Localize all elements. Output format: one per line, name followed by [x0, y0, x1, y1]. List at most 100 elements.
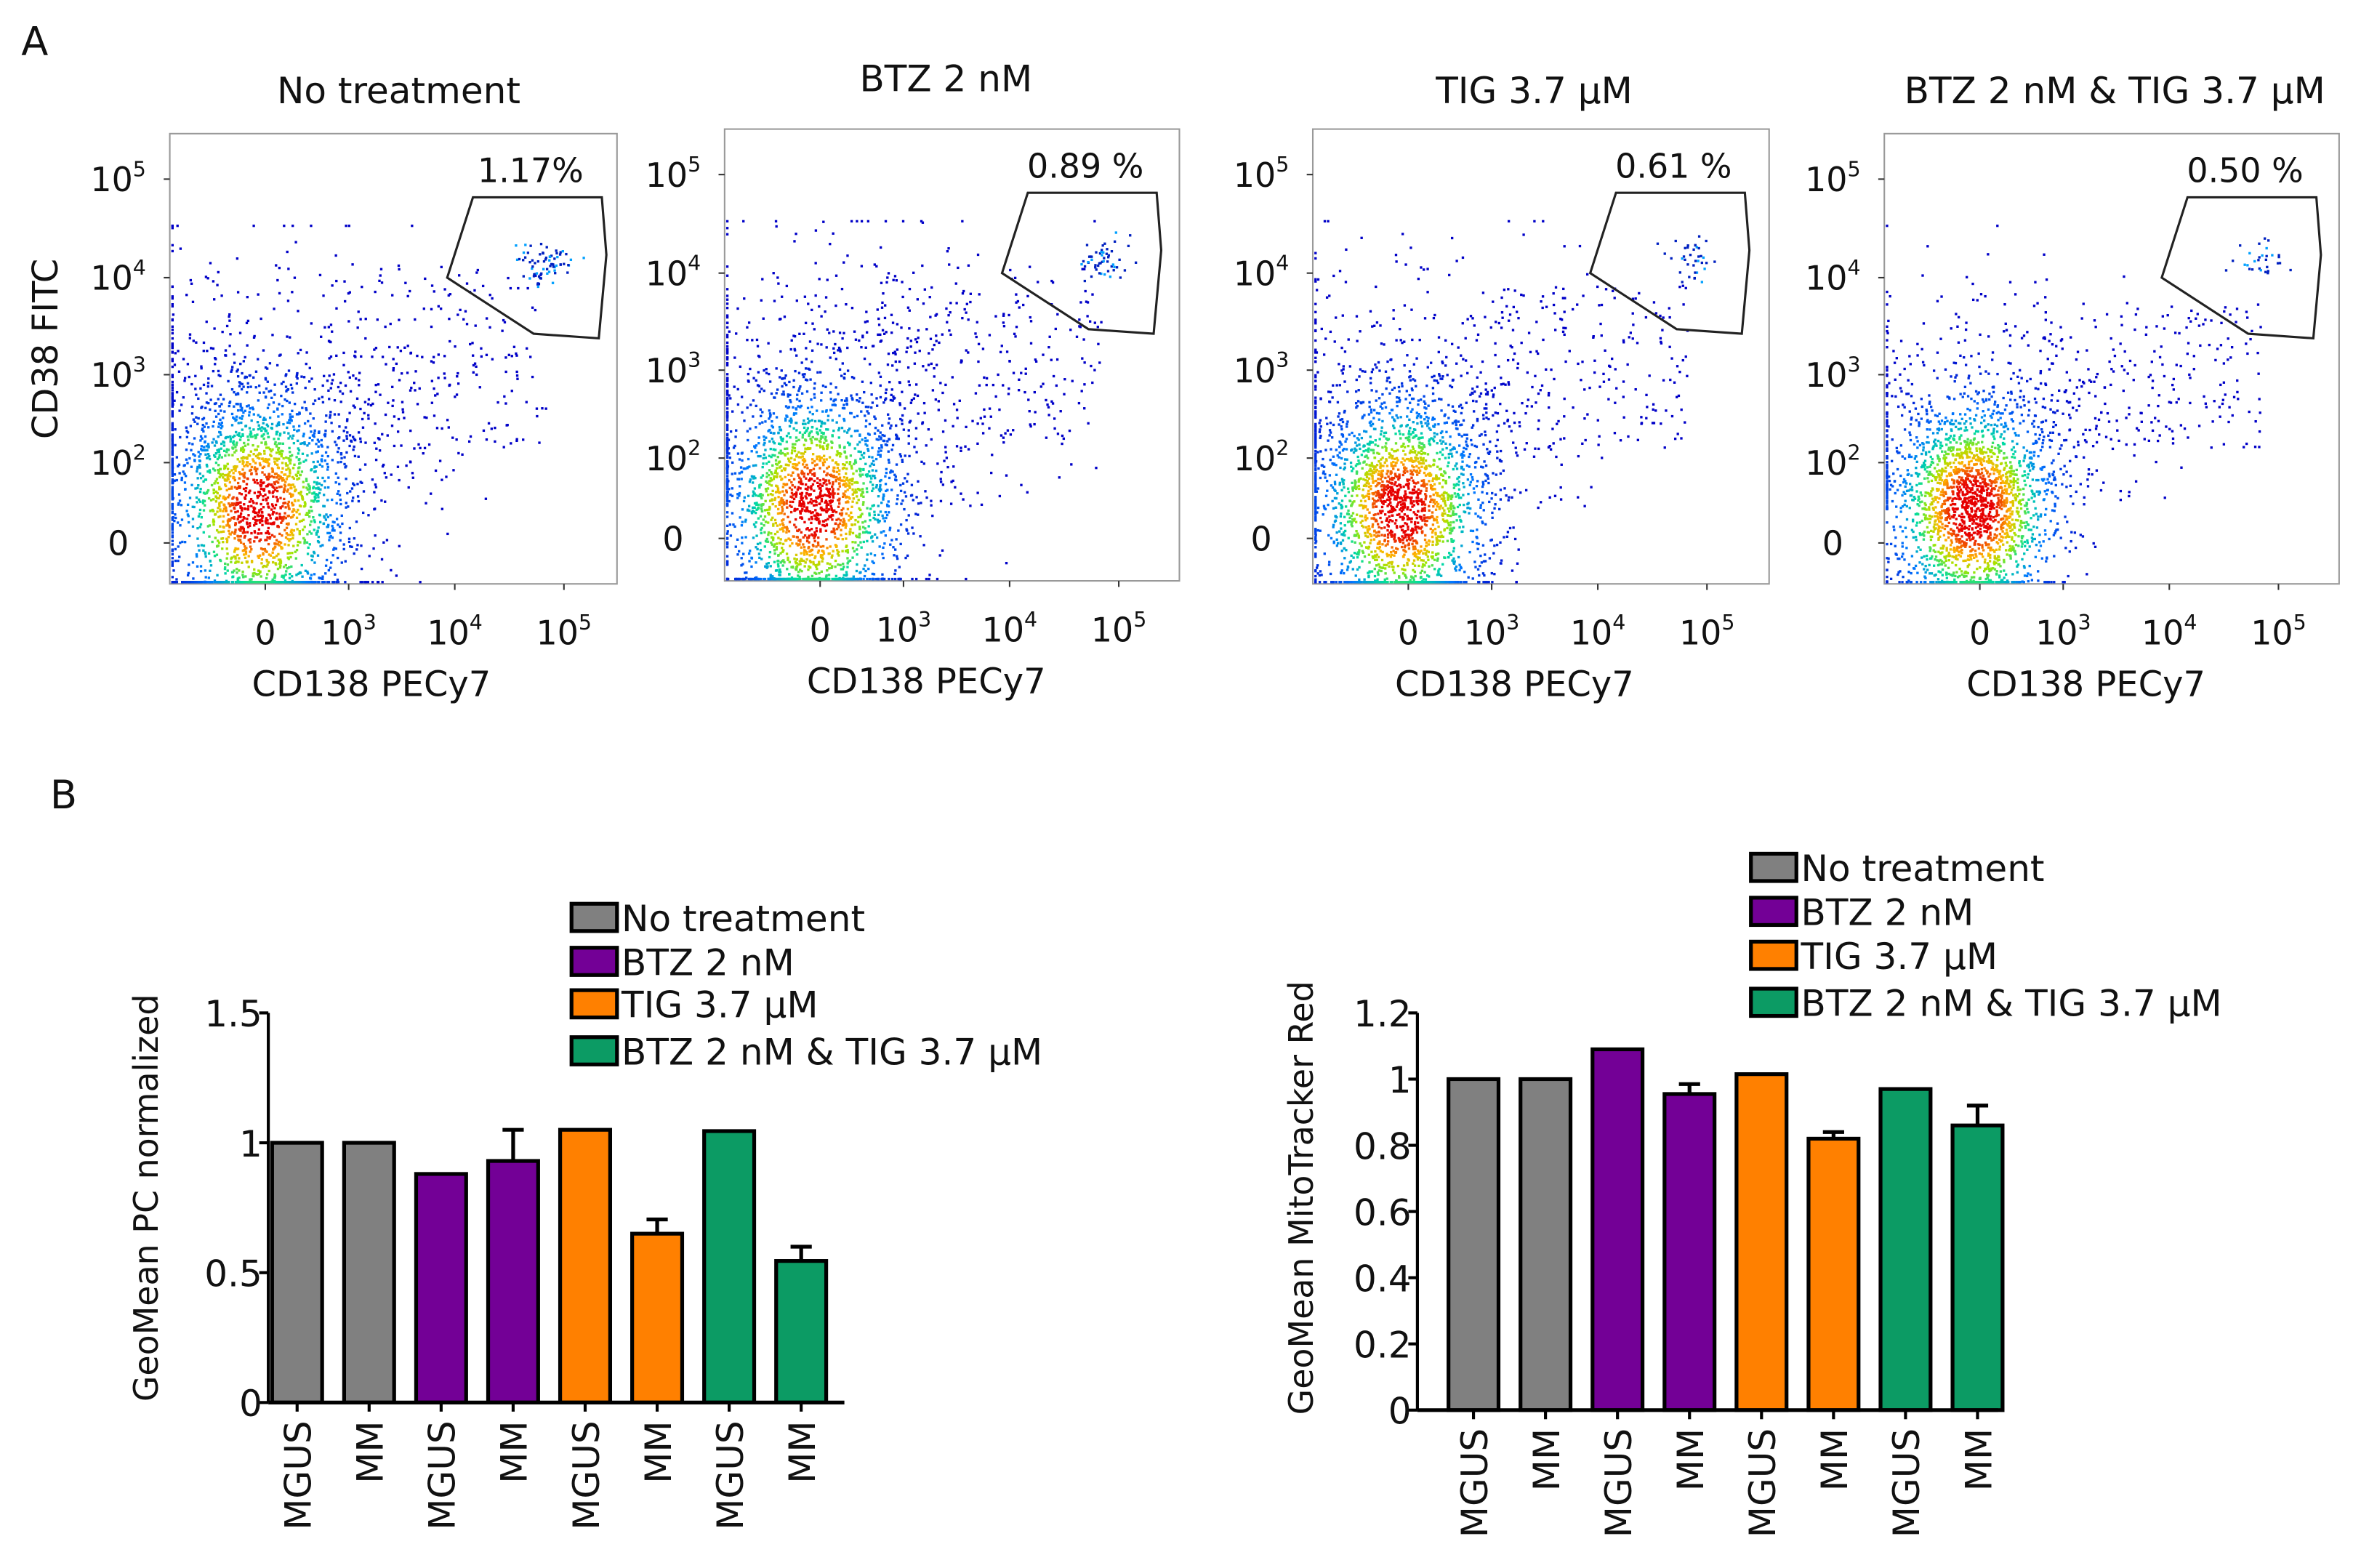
scatter-point — [922, 302, 925, 305]
scatter-point — [954, 486, 957, 489]
scatter-point — [755, 464, 757, 467]
scatter-point — [222, 495, 225, 498]
scatter-point — [306, 513, 309, 516]
scatter-point — [201, 475, 205, 478]
scatter-point — [261, 548, 265, 551]
scatter-point — [258, 391, 261, 394]
scatter-point — [245, 321, 249, 324]
scatter-point — [235, 403, 238, 406]
scatter-point — [310, 574, 313, 576]
scatter-point — [241, 433, 244, 436]
scatter-point — [171, 346, 174, 350]
scatter-point — [205, 449, 208, 451]
scatter-point — [430, 360, 433, 363]
scatter-point — [849, 411, 852, 415]
scatter-point — [221, 581, 225, 584]
scatter-point — [813, 539, 816, 543]
scatter-point — [764, 457, 768, 459]
scatter-point — [757, 494, 760, 497]
scatter-point — [188, 534, 191, 537]
scatter-point — [864, 414, 866, 417]
scatter-point — [898, 403, 902, 406]
scatter-point — [864, 527, 866, 530]
scatter-point — [845, 302, 848, 306]
scatter-point — [310, 499, 313, 502]
scatter-point — [209, 499, 213, 502]
scatter-point — [727, 438, 731, 441]
scatter-point — [289, 483, 293, 487]
scatter-point — [214, 536, 217, 539]
scatter-point — [171, 433, 174, 436]
scatter-point — [229, 475, 232, 478]
scatter-point — [348, 291, 351, 294]
scatter-point — [782, 503, 786, 506]
scatter-point — [962, 498, 965, 501]
scatter-point — [752, 510, 756, 513]
scatter-point — [297, 352, 299, 355]
scatter-point — [235, 443, 238, 446]
scatter-point — [171, 506, 174, 509]
scatter-point — [876, 308, 879, 311]
scatter-point — [214, 358, 217, 361]
scatter-point — [801, 507, 804, 511]
scatter-point — [874, 457, 878, 461]
scatter-point — [204, 478, 208, 481]
scatter-point — [317, 496, 320, 499]
scatter-point — [260, 479, 262, 482]
scatter-point — [249, 578, 252, 582]
scatter-point — [782, 501, 786, 504]
scatter-point — [795, 429, 798, 432]
scatter-point — [249, 433, 252, 436]
scatter-point — [202, 480, 205, 483]
scatter-point — [878, 520, 881, 523]
scatter-point — [302, 518, 305, 521]
scatter-point — [866, 507, 869, 510]
scatter-point — [906, 337, 909, 340]
scatter-point — [752, 490, 755, 493]
scatter-point — [843, 430, 846, 433]
scatter-point — [199, 439, 202, 442]
scatter-point — [384, 413, 387, 417]
scatter-point — [826, 419, 829, 422]
scatter-point — [406, 371, 409, 374]
scatter-point — [779, 561, 782, 564]
scatter-point — [515, 352, 518, 355]
scatter-point — [731, 473, 733, 475]
scatter-point — [264, 366, 268, 369]
scatter-point — [1027, 398, 1030, 401]
scatter-point — [343, 462, 346, 466]
scatter-point — [764, 488, 768, 491]
scatter-point — [315, 465, 318, 468]
scatter-point — [266, 406, 270, 409]
scatter-point — [738, 491, 741, 495]
scatter-point — [803, 443, 806, 446]
scatter-point — [217, 369, 220, 373]
scatter-point — [396, 346, 399, 349]
scatter-point — [239, 405, 242, 408]
scatter-point — [264, 520, 268, 523]
scatter-point — [291, 536, 294, 540]
scatter-point — [502, 446, 505, 449]
scatter-point — [195, 553, 198, 556]
scatter-point — [246, 508, 250, 511]
scatter-point — [804, 367, 808, 370]
scatter-point — [775, 546, 779, 549]
scatter-point — [297, 572, 299, 576]
scatter-point — [447, 426, 450, 429]
scatter-point — [374, 534, 377, 537]
scatter-point — [781, 499, 784, 502]
scatter-point — [208, 457, 212, 461]
scatter-point — [173, 473, 177, 476]
scatter-point — [252, 428, 255, 431]
scatter-point — [250, 473, 253, 475]
scatter-point — [270, 508, 273, 511]
scatter-point — [171, 249, 174, 253]
scatter-point — [835, 454, 839, 457]
scatter-point — [903, 491, 906, 494]
scatter-point — [324, 564, 328, 567]
scatter-point — [349, 390, 353, 393]
scatter-point — [297, 452, 300, 455]
scatter-point — [916, 394, 920, 398]
scatter-point — [212, 280, 215, 283]
scatter-point — [757, 354, 760, 358]
